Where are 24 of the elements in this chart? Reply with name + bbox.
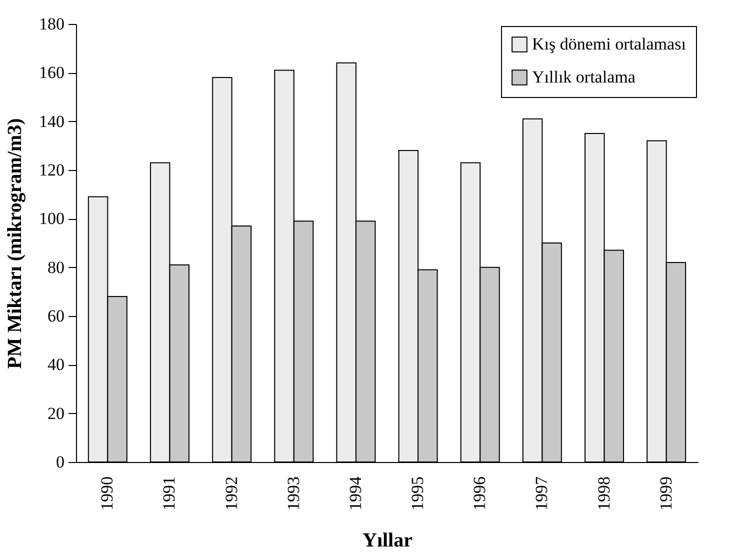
x-tick-label: 1990 [98, 476, 117, 510]
x-tick-label: 1997 [532, 476, 552, 510]
y-tick-label: 0 [56, 452, 64, 472]
y-tick-label: 120 [39, 160, 64, 180]
x-tick-label: 1996 [470, 476, 490, 510]
x-tick-label: 1993 [284, 476, 303, 510]
x-tick-label: 1992 [222, 476, 241, 510]
x-tick-label: 1991 [160, 476, 179, 510]
x-axis-title: Yıllar [362, 530, 413, 552]
legend-label: Yıllık ortalama [532, 68, 636, 86]
x-tick-label: 1998 [594, 476, 614, 510]
y-tick-label: 80 [48, 258, 64, 277]
x-tick-label: 1999 [656, 476, 676, 510]
y-tick-label: 180 [39, 14, 64, 34]
x-tick-label: 1994 [346, 476, 365, 510]
y-tick-label: 140 [39, 112, 64, 131]
y-axis-title: PM Miktarı (mikrogram/m3) [4, 118, 26, 369]
y-tick-label: 100 [39, 209, 64, 228]
x-tick-label: 1995 [408, 476, 428, 510]
y-tick-label: 40 [48, 355, 64, 374]
y-tick-label: 20 [48, 404, 64, 423]
y-tick-label: 60 [48, 306, 64, 326]
legend-label: Kış dönemi ortalaması [532, 34, 686, 54]
y-tick-label: 160 [39, 63, 64, 82]
